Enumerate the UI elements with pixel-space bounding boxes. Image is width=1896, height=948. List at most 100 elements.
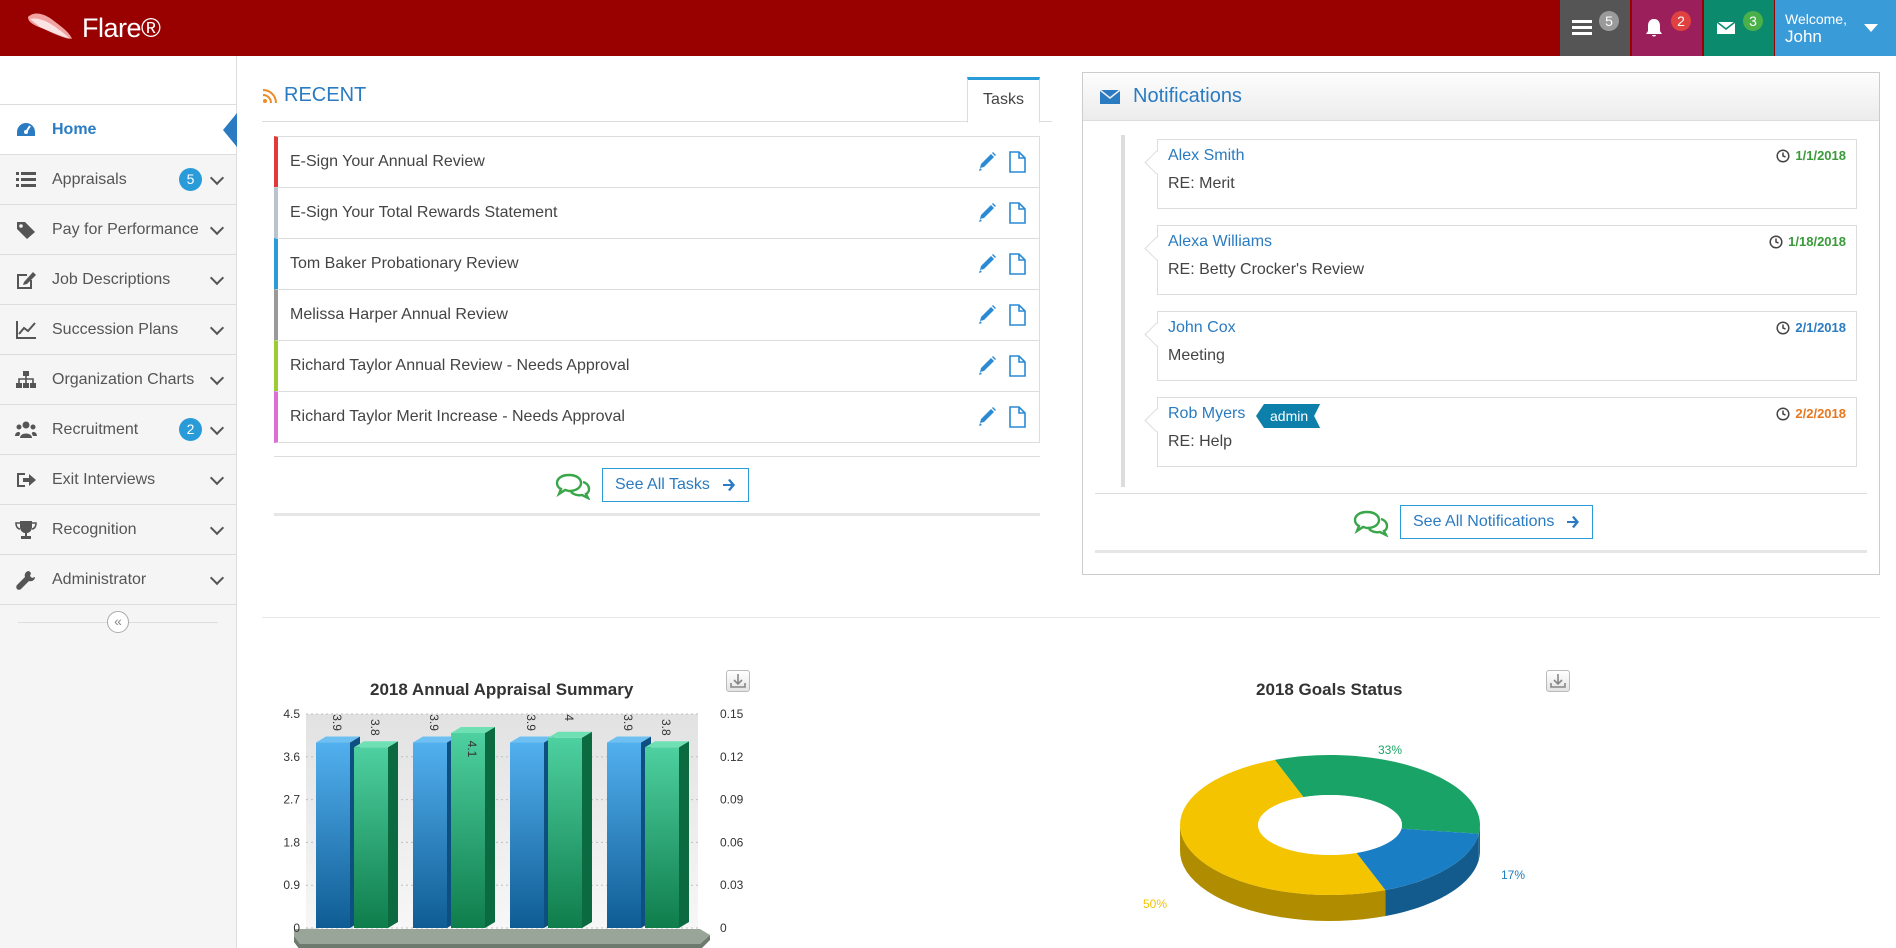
recent-title-text: RECENT bbox=[284, 84, 367, 106]
bar-top bbox=[451, 727, 495, 734]
notifications-header: Notifications bbox=[1083, 73, 1879, 121]
task-row[interactable]: Richard Taylor Merit Increase - Needs Ap… bbox=[274, 391, 1040, 443]
notification-sender[interactable]: Alex Smith bbox=[1168, 147, 1245, 164]
notification-item[interactable]: Alex Smith RE: Merit 1/1/2018 bbox=[1157, 139, 1857, 209]
notification-item[interactable]: John Cox Meeting 2/1/2018 bbox=[1157, 311, 1857, 381]
bar-value-label: 3.9 bbox=[427, 714, 441, 731]
download-icon bbox=[730, 674, 746, 688]
sidebar-item-job-descriptions[interactable]: Job Descriptions bbox=[0, 255, 236, 305]
sidebar-item-label: Job Descriptions bbox=[52, 270, 171, 288]
clock-icon bbox=[1776, 148, 1790, 163]
y2-tick-label: 0.06 bbox=[720, 835, 744, 849]
dashboard-icon bbox=[14, 119, 38, 141]
appraisal-bar-chart: 3.9 3.8 3.9 4.1 3.9 4 3.9 3.8 0 0 0.9 0.03 1.8 0.06 2… bbox=[283, 707, 744, 948]
section-divider bbox=[262, 617, 1880, 618]
sidebar-item-label: Administrator bbox=[52, 570, 147, 588]
line-chart-icon bbox=[14, 319, 38, 341]
notification-sender[interactable]: John Cox bbox=[1168, 319, 1236, 336]
recent-title: RECENT bbox=[262, 84, 366, 107]
pencil-icon[interactable] bbox=[977, 406, 997, 428]
user-menu[interactable]: Welcome, John bbox=[1775, 0, 1896, 56]
see-all-tasks-button[interactable]: See All Tasks bbox=[602, 468, 749, 502]
appraisal-chart-download-button[interactable] bbox=[726, 670, 750, 692]
sidebar-item-label: Pay for Performance bbox=[52, 220, 199, 238]
goals-chart-title: 2018 Goals Status bbox=[1256, 680, 1403, 699]
task-actions bbox=[977, 151, 1027, 173]
sidebar-item-exit-interviews[interactable]: Exit Interviews bbox=[0, 455, 236, 505]
tab-tasks[interactable]: Tasks bbox=[967, 77, 1040, 123]
pencil-icon[interactable] bbox=[977, 202, 997, 224]
notification-sender[interactable]: Rob Myers bbox=[1168, 405, 1246, 422]
edit-icon bbox=[14, 269, 38, 291]
tasks-list-icon bbox=[1572, 20, 1592, 35]
see-all-tasks-label: See All Tasks bbox=[615, 476, 710, 493]
bar-top bbox=[316, 736, 360, 743]
document-icon[interactable] bbox=[1007, 355, 1027, 377]
sidebar-item-succession-plans[interactable]: Succession Plans bbox=[0, 305, 236, 355]
sidebar-item-pay-for-performance[interactable]: Pay for Performance bbox=[0, 205, 236, 255]
users-icon bbox=[14, 419, 38, 441]
pencil-icon[interactable] bbox=[977, 355, 997, 377]
pencil-icon[interactable] bbox=[977, 151, 997, 173]
task-row[interactable]: E-Sign Your Total Rewards Statement bbox=[274, 187, 1040, 239]
bar-top bbox=[354, 741, 398, 748]
goals-chart-download-button[interactable] bbox=[1546, 670, 1570, 692]
task-label: E-Sign Your Total Rewards Statement bbox=[290, 204, 558, 221]
see-all-notifications-button[interactable]: See All Notifications bbox=[1400, 505, 1594, 539]
brand-logo[interactable]: Flare® bbox=[24, 8, 161, 48]
donut-slice bbox=[1180, 759, 1386, 895]
document-icon[interactable] bbox=[1007, 151, 1027, 173]
task-label: Tom Baker Probationary Review bbox=[290, 255, 519, 272]
notifications-title: Notifications bbox=[1133, 85, 1242, 107]
sidebar-item-recruitment[interactable]: Recruitment 2 bbox=[0, 405, 236, 455]
appraisal-chart-title: 2018 Annual Appraisal Summary bbox=[370, 680, 634, 699]
sidebar-header bbox=[0, 56, 236, 105]
welcome-text: Welcome, bbox=[1785, 10, 1847, 27]
task-label: Melissa Harper Annual Review bbox=[290, 306, 508, 323]
sidebar-item-label: Exit Interviews bbox=[52, 470, 156, 488]
sidebar-item-recognition[interactable]: Recognition bbox=[0, 505, 236, 555]
donut-slice-wall bbox=[1180, 823, 1386, 921]
bar-value-label: 4 bbox=[562, 714, 576, 721]
notification-item[interactable]: Alexa Williams RE: Betty Crocker's Review… bbox=[1157, 225, 1857, 295]
sidebar-item-label: Succession Plans bbox=[52, 320, 179, 338]
notification-subject: RE: Merit bbox=[1168, 175, 1235, 192]
notifications-footer: See All Notifications bbox=[1095, 493, 1867, 553]
tasks-button[interactable]: 5 bbox=[1560, 0, 1630, 56]
messages-button[interactable]: 3 bbox=[1704, 0, 1774, 56]
bar-top bbox=[645, 741, 689, 748]
pencil-icon[interactable] bbox=[977, 253, 997, 275]
y2-tick-label: 0 bbox=[720, 921, 727, 935]
sidebar-item-home[interactable]: Home bbox=[0, 105, 237, 155]
y-tick-label: 3.6 bbox=[283, 750, 300, 764]
notification-subject: RE: Betty Crocker's Review bbox=[1168, 261, 1364, 278]
task-row[interactable]: Tom Baker Probationary Review bbox=[274, 238, 1040, 290]
bar bbox=[316, 742, 350, 928]
messages-count-badge: 3 bbox=[1743, 11, 1763, 31]
arrow-right-icon bbox=[1567, 516, 1580, 528]
task-row[interactable]: Richard Taylor Annual Review - Needs App… bbox=[274, 340, 1040, 392]
donut-slice bbox=[1274, 755, 1480, 834]
bar-side bbox=[679, 741, 689, 928]
sidebar-item-appraisals[interactable]: Appraisals 5 bbox=[0, 155, 236, 205]
notification-date-text: 2/2/2018 bbox=[1795, 406, 1846, 421]
notification-item[interactable]: Rob Myers RE: Help 2/2/2018 admin bbox=[1157, 397, 1857, 467]
document-icon[interactable] bbox=[1007, 253, 1027, 275]
document-icon[interactable] bbox=[1007, 202, 1027, 224]
sidebar-item-organization-charts[interactable]: Organization Charts bbox=[0, 355, 236, 405]
sidebar-item-administrator[interactable]: Administrator bbox=[0, 555, 236, 605]
pencil-icon[interactable] bbox=[977, 304, 997, 326]
chevron-down-icon bbox=[209, 170, 225, 186]
alerts-button[interactable]: 2 bbox=[1632, 0, 1702, 56]
arrow-right-icon bbox=[722, 479, 735, 491]
document-icon[interactable] bbox=[1007, 406, 1027, 428]
task-label: Richard Taylor Merit Increase - Needs Ap… bbox=[290, 408, 625, 425]
bar bbox=[413, 742, 447, 928]
role-badge: admin bbox=[1256, 404, 1320, 428]
collapse-sidebar-button[interactable]: « bbox=[107, 611, 129, 633]
task-row[interactable]: Melissa Harper Annual Review bbox=[274, 289, 1040, 341]
document-icon[interactable] bbox=[1007, 304, 1027, 326]
chevron-down-icon bbox=[209, 320, 225, 336]
notification-sender[interactable]: Alexa Williams bbox=[1168, 233, 1273, 250]
task-row[interactable]: E-Sign Your Annual Review bbox=[274, 136, 1040, 188]
